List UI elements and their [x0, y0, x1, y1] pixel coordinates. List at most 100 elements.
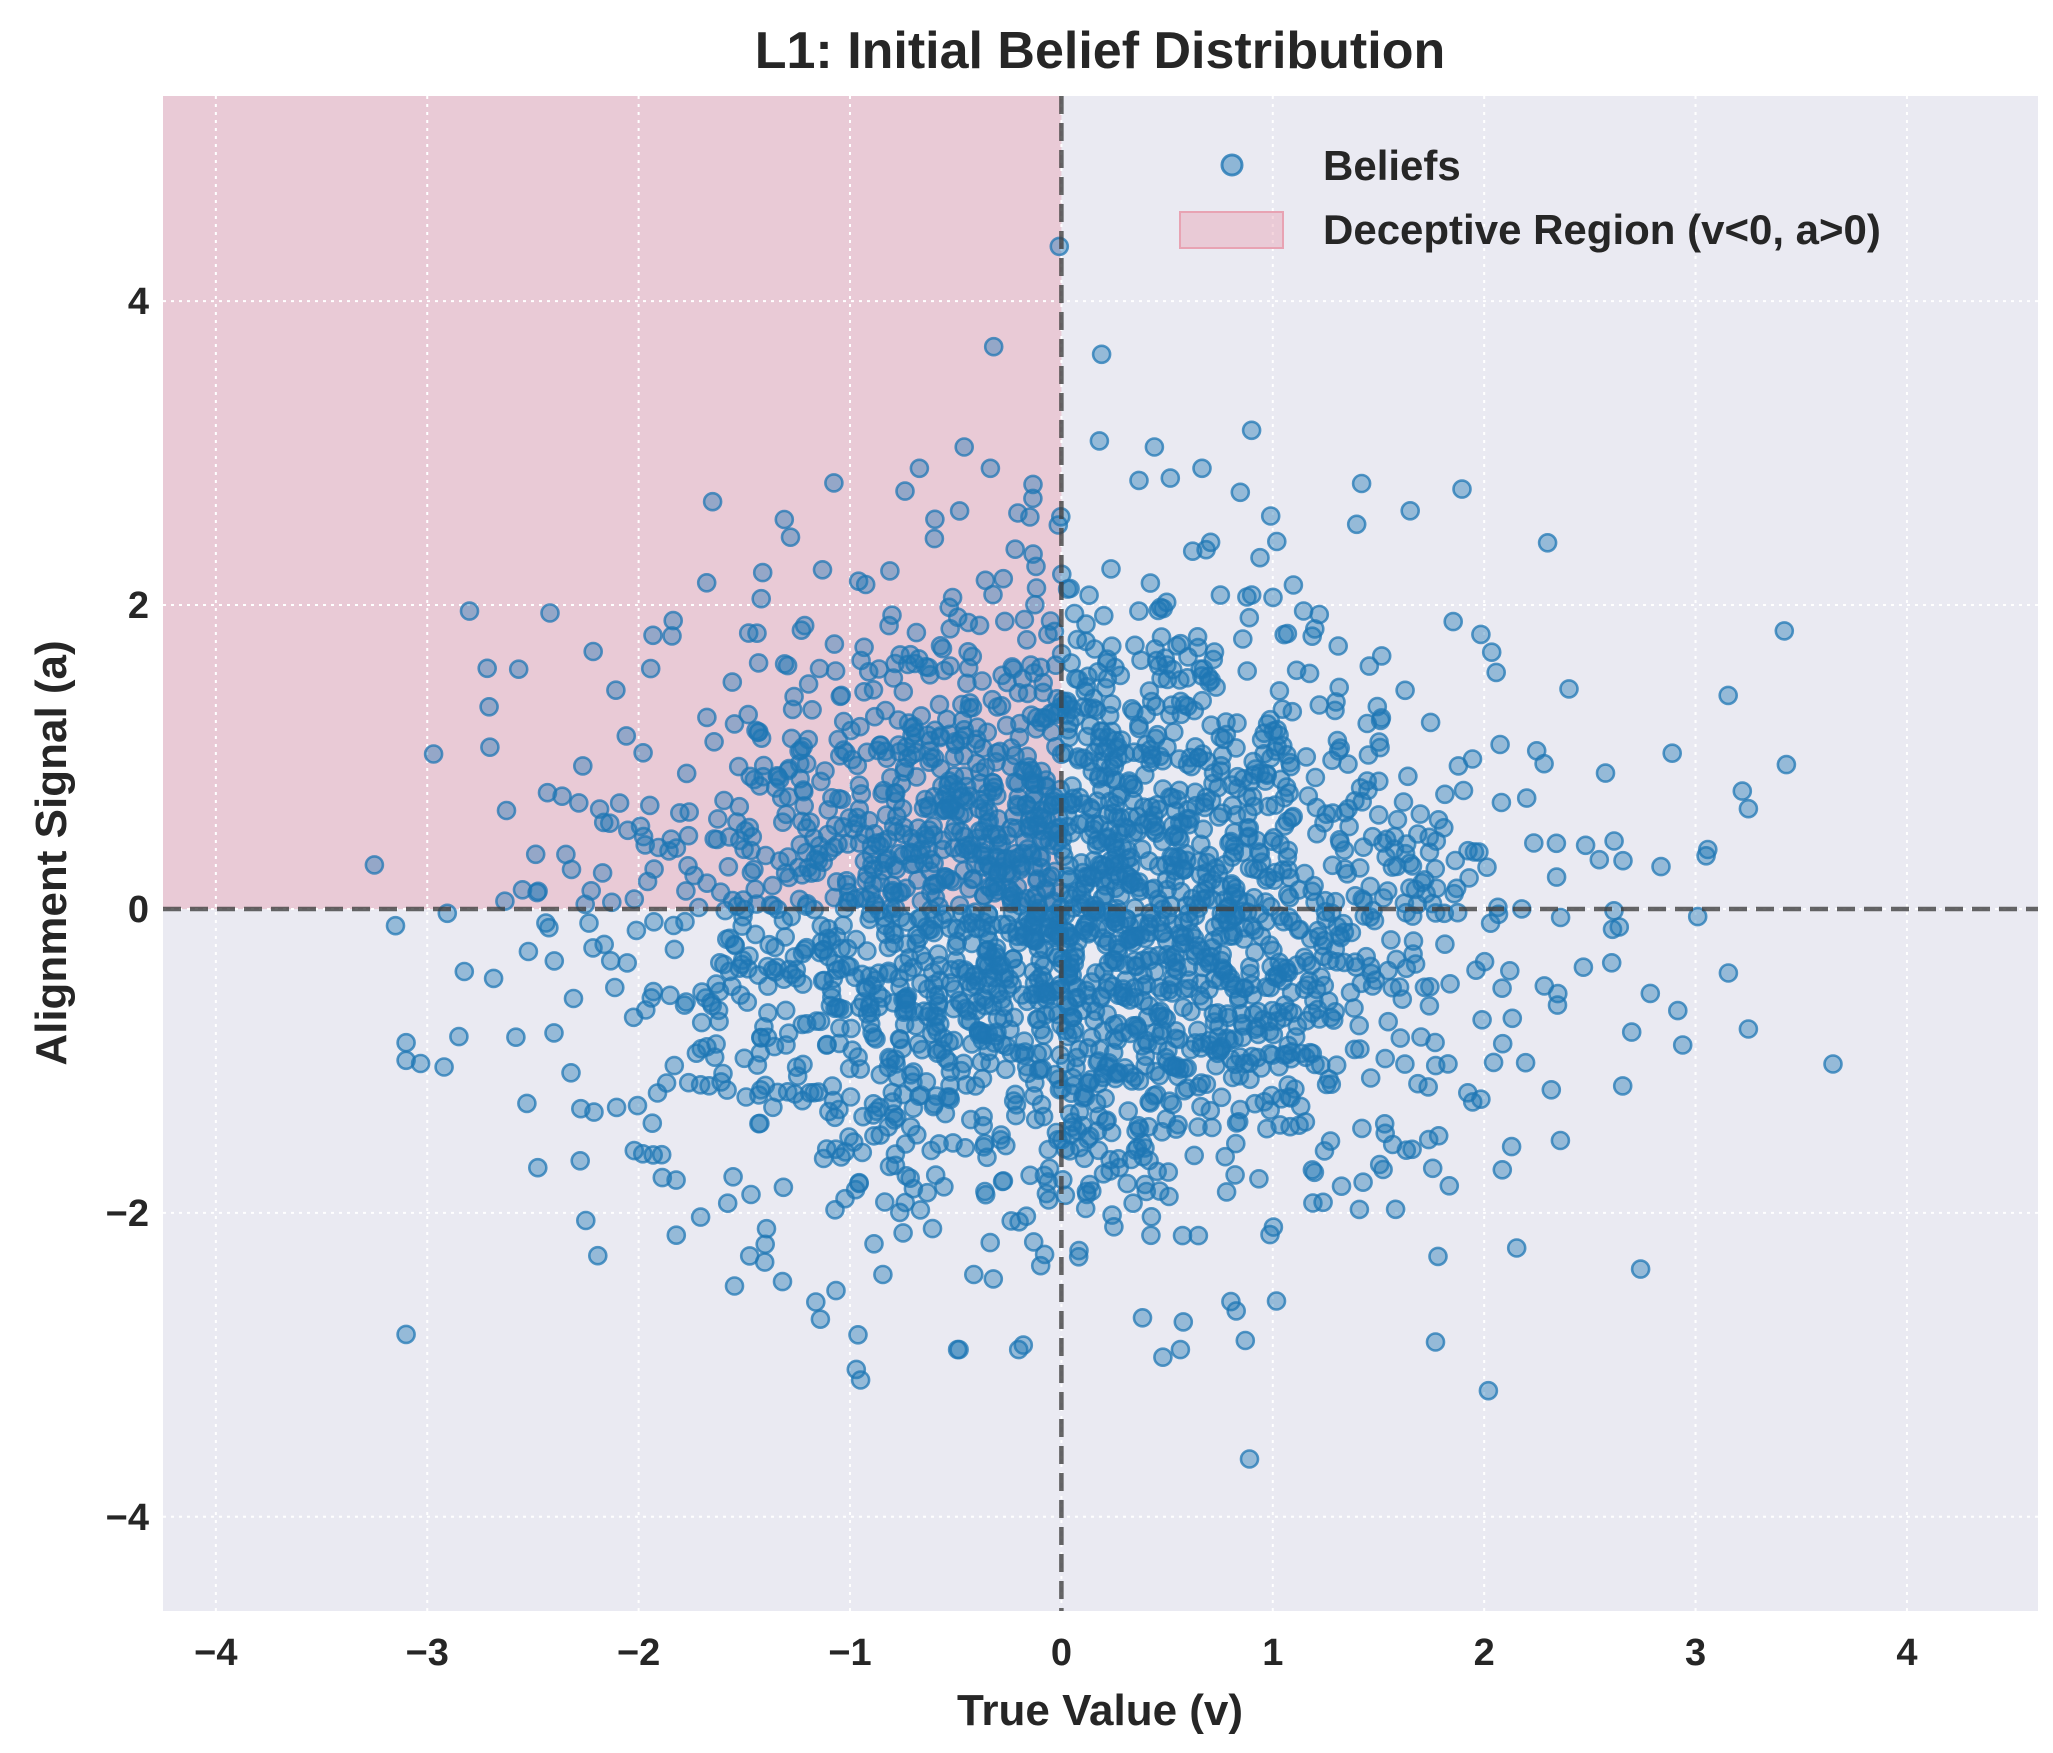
scatter-point	[1187, 626, 1208, 647]
scatter-point	[980, 1232, 1001, 1253]
scatter-point	[789, 753, 810, 774]
scatter-point	[1410, 804, 1431, 824]
scatter-point	[1313, 1192, 1333, 1213]
scatter-point	[1515, 1052, 1536, 1073]
scatter-point	[1038, 1190, 1059, 1210]
scatter-point	[647, 1083, 668, 1103]
scatter-point	[873, 1264, 893, 1285]
scatter-point	[1602, 919, 1623, 940]
scatter-point	[1260, 1224, 1280, 1245]
scatter-point	[1014, 609, 1035, 630]
scatter-point	[702, 491, 723, 512]
scatter-point	[1174, 695, 1195, 715]
scatter-point	[1083, 698, 1104, 719]
scatter-point	[1774, 621, 1795, 641]
scatter-point	[1104, 756, 1125, 776]
scatter-point	[1375, 1123, 1395, 1144]
scatter-point	[960, 1011, 981, 1032]
scatter-point	[745, 879, 766, 900]
scatter-point	[988, 828, 1009, 848]
scatter-point	[878, 937, 899, 958]
scatter-point	[690, 1207, 711, 1227]
scatter-point	[1027, 1009, 1047, 1030]
scatter-point	[536, 913, 556, 933]
scatter-point	[858, 661, 879, 682]
scatter-point	[816, 1035, 837, 1055]
scatter-point	[892, 798, 913, 819]
scatter-point	[1212, 745, 1233, 766]
scatter-point	[1089, 431, 1110, 451]
scatter-point	[706, 974, 727, 994]
scatter-point	[544, 951, 565, 971]
scatter-point	[690, 1075, 711, 1095]
scatter-point	[1008, 682, 1029, 703]
scatter-point	[1024, 1086, 1044, 1106]
scatter-point	[1253, 1009, 1273, 1030]
scatter-point	[986, 752, 1006, 772]
scatter-point	[1425, 858, 1446, 879]
scatter-point	[1069, 1240, 1089, 1261]
scatter-point	[1232, 1013, 1253, 1034]
scatter-point	[1083, 867, 1103, 888]
y-tick-label: 2	[128, 585, 149, 627]
scatter-point	[1073, 920, 1094, 941]
scatter-point	[1140, 752, 1160, 773]
scatter-point	[660, 985, 680, 1006]
scatter-point	[1068, 1247, 1089, 1267]
scatter-point	[751, 728, 772, 749]
scatter-point	[1226, 878, 1246, 899]
scatter-point	[1428, 809, 1449, 830]
scatter-point	[1321, 1007, 1341, 1028]
scatter-point	[1326, 692, 1346, 712]
scatter-point	[1349, 1015, 1369, 1036]
scatter-point	[1193, 991, 1213, 1011]
scatter-point	[1117, 1173, 1137, 1194]
scatter-point	[1020, 1165, 1040, 1186]
scatter-point	[707, 809, 728, 829]
scatter-point	[1559, 679, 1579, 699]
scatter-point	[663, 915, 684, 936]
scatter-point	[1613, 850, 1633, 871]
scatter-point	[1188, 1225, 1209, 1246]
scatter-point	[1344, 998, 1364, 1018]
scatter-point	[775, 1000, 796, 1021]
scatter-point	[1480, 913, 1501, 934]
scatter-point	[1230, 482, 1251, 503]
scatter-point	[784, 947, 805, 967]
scatter-point	[1375, 1048, 1395, 1069]
scatter-point	[1212, 1037, 1232, 1057]
scatter-point	[1349, 1199, 1370, 1220]
scatter-point	[1462, 749, 1483, 769]
scatter-point	[982, 948, 1003, 968]
scatter-point	[1274, 787, 1295, 808]
scatter-point	[552, 786, 572, 807]
scatter-point	[1208, 807, 1229, 827]
scatter-point	[750, 1043, 771, 1063]
scatter-point	[1595, 763, 1616, 783]
scatter-point	[992, 914, 1012, 935]
scatter-point	[1092, 779, 1112, 800]
scatter-point	[1016, 1206, 1037, 1226]
scatter-point	[1170, 1339, 1191, 1360]
scatter-point	[1738, 1019, 1759, 1039]
scatter-point	[1589, 849, 1610, 870]
scatter-point	[744, 769, 765, 790]
scatter-point	[1486, 662, 1506, 683]
scatter-point	[954, 437, 975, 457]
scatter-point	[1068, 749, 1089, 770]
legend-label-deceptive-region: Deceptive Region (v<0, a>0)	[1323, 206, 1881, 253]
scatter-point	[1162, 983, 1182, 1003]
scatter-point	[851, 784, 872, 804]
scatter-point	[1573, 957, 1594, 978]
scatter-point	[1163, 826, 1184, 847]
scatter-point	[1170, 633, 1191, 654]
scatter-point	[1334, 952, 1355, 973]
scatter-point	[583, 641, 604, 662]
scatter-point	[935, 866, 955, 887]
scatter-point	[724, 1276, 745, 1296]
scatter-point	[1177, 667, 1198, 688]
scatter-point	[606, 680, 626, 701]
scatter-point	[729, 958, 750, 979]
scatter-point	[664, 1055, 685, 1076]
